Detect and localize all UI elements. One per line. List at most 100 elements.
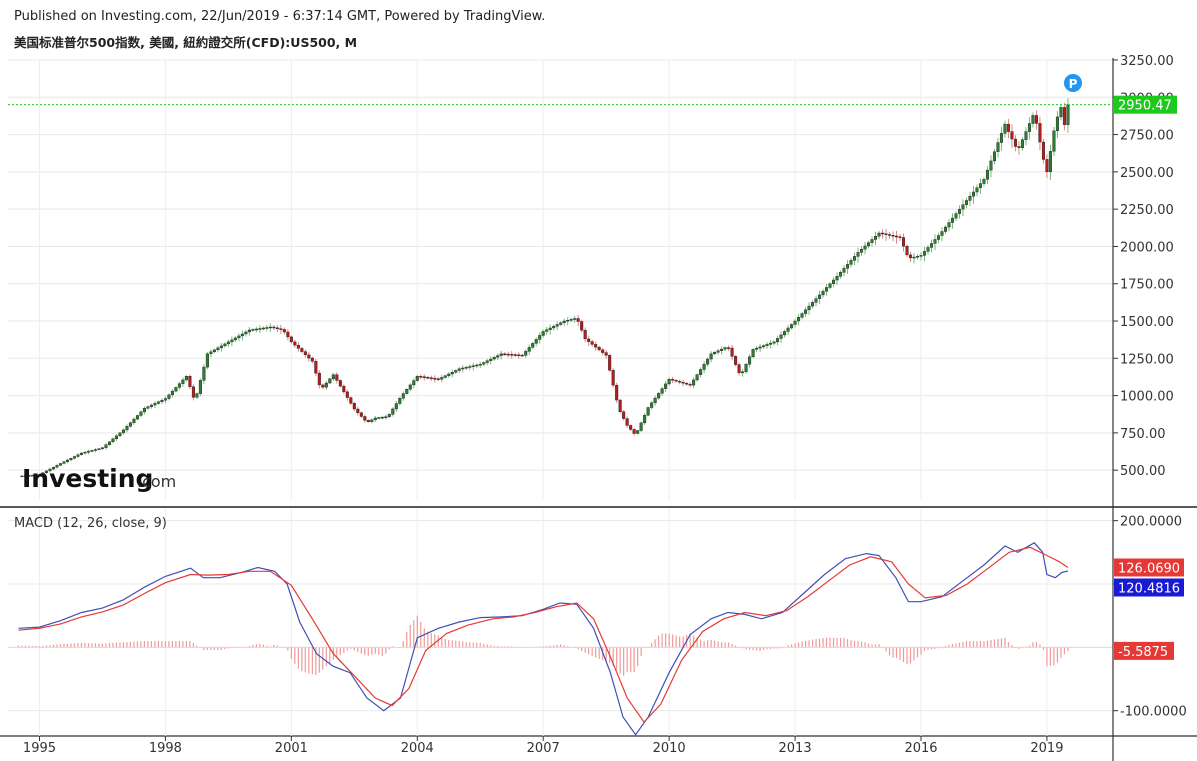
- macd-tick-label: -100.0000: [1120, 705, 1187, 720]
- macd-value: 120.4816: [1118, 581, 1180, 596]
- candle-body: [254, 328, 258, 331]
- candle-body: [125, 426, 129, 431]
- candle-body: [814, 298, 818, 303]
- candle-body: [240, 333, 244, 337]
- candle-body: [618, 399, 622, 412]
- time-tick-label: 2007: [527, 741, 560, 756]
- candle-body: [604, 352, 608, 356]
- candle-body: [265, 327, 269, 329]
- candle-body: [412, 380, 416, 386]
- candle-body: [919, 255, 923, 257]
- candle-body: [748, 356, 752, 365]
- candle-body: [373, 417, 377, 421]
- candle-body: [947, 222, 951, 228]
- time-tick-label: 2010: [653, 741, 686, 756]
- candle-body: [233, 337, 237, 341]
- candle-body: [877, 232, 881, 237]
- candle-body: [128, 422, 132, 427]
- candle-body: [999, 133, 1003, 143]
- candle-body: [184, 376, 188, 381]
- candle-body: [1066, 104, 1070, 125]
- candle-body: [384, 416, 388, 418]
- candle-body: [485, 360, 489, 363]
- candle-body: [275, 327, 279, 330]
- candle-body: [552, 326, 556, 329]
- candle-body: [230, 339, 234, 343]
- candle-body: [398, 397, 402, 404]
- candle-body: [653, 397, 657, 404]
- candle-body: [734, 356, 738, 365]
- candle-body: [912, 256, 916, 259]
- candle-body: [825, 287, 829, 292]
- candle-body: [282, 329, 286, 333]
- candle-body: [915, 256, 920, 258]
- candle-body: [387, 414, 391, 417]
- candle-body: [251, 329, 255, 331]
- candle-body: [1013, 138, 1017, 147]
- candle-body: [1010, 131, 1014, 140]
- candle-body: [639, 422, 643, 431]
- candle-body: [992, 151, 996, 162]
- candle-body: [1024, 131, 1028, 140]
- last-price-value: 2950.47: [1118, 99, 1172, 114]
- p-badge[interactable]: P: [1064, 74, 1082, 92]
- candle-body: [300, 348, 304, 352]
- candle-body: [978, 183, 982, 188]
- candle-body: [506, 353, 510, 356]
- candle-body: [534, 339, 538, 344]
- candle-body: [177, 383, 181, 388]
- candle-body: [471, 365, 475, 367]
- candle-body: [1006, 123, 1010, 132]
- candle-body: [65, 459, 69, 462]
- candle-body: [303, 351, 307, 356]
- price-tick-label: 750.00: [1120, 427, 1166, 442]
- candle-body: [338, 380, 342, 387]
- candle-body: [576, 318, 580, 322]
- candle-body: [1048, 151, 1052, 173]
- candle-body: [573, 318, 577, 320]
- candle-body: [142, 408, 146, 413]
- candle-body: [513, 354, 517, 356]
- candle-body: [538, 335, 542, 340]
- candle-body: [625, 418, 629, 426]
- candle-body: [943, 226, 948, 232]
- candle-body: [1038, 123, 1042, 143]
- candle-body: [905, 245, 909, 256]
- price-grid: [8, 59, 1112, 500]
- candle-body: [86, 451, 90, 453]
- candle-body: [62, 461, 66, 464]
- candle-body: [922, 251, 927, 256]
- candle-body: [828, 283, 832, 288]
- candle-body: [415, 376, 419, 381]
- macd-value-tag: 120.4816: [1114, 578, 1184, 597]
- candle-body: [961, 204, 965, 210]
- macd-label: MACD (12, 26, close, 9): [14, 516, 167, 531]
- candle-body: [590, 341, 594, 345]
- candle-body: [751, 349, 755, 358]
- candle-body: [730, 347, 734, 357]
- candle-body: [678, 380, 682, 383]
- candle-body: [198, 380, 202, 394]
- candle-body: [580, 321, 584, 331]
- candle-body: [139, 411, 143, 416]
- candle-body: [870, 239, 874, 243]
- candle-body: [569, 319, 573, 321]
- candle-body: [450, 372, 454, 375]
- signal-value-tag: 126.0690: [1114, 558, 1184, 577]
- price-tick-label: 2500.00: [1120, 166, 1174, 181]
- candle-body: [741, 371, 745, 374]
- candle-body: [181, 379, 185, 384]
- candle-body: [800, 313, 804, 318]
- last-price-tag: 2950.47: [1114, 95, 1177, 114]
- candle-body: [426, 376, 430, 379]
- candle-body: [1003, 123, 1007, 134]
- candle-body: [545, 329, 549, 332]
- hist-value: -5.5875: [1118, 645, 1168, 660]
- candle-body: [170, 390, 174, 396]
- candle-body: [163, 398, 167, 401]
- candle-body: [594, 344, 598, 348]
- candle-body: [702, 364, 706, 370]
- candle-body: [209, 351, 213, 355]
- candle-body: [821, 290, 825, 296]
